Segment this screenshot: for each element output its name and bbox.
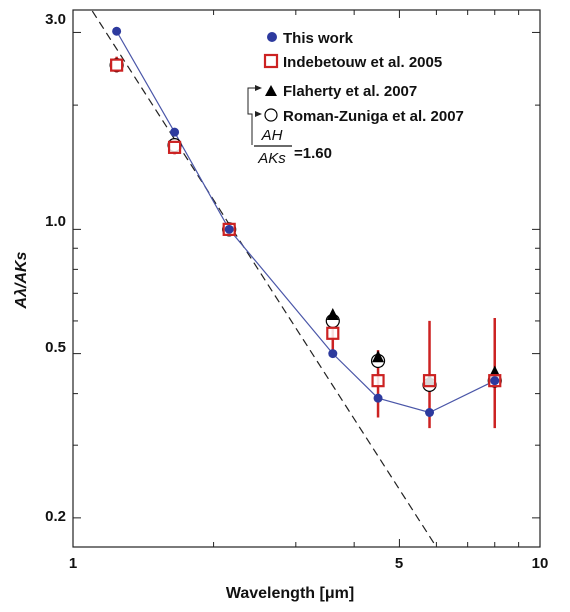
ratio-denominator: AKs [257,150,286,167]
ratio-value: =1.60 [294,145,332,162]
legend-bracket-arrowhead [255,85,262,91]
x-tick-label-10: 10 [532,555,549,572]
ratio-numerator: AH [261,127,283,144]
axis-ticks [72,10,541,547]
this-work-point [373,393,383,403]
legend-label-this-work: This work [283,30,354,47]
x-tick-label-1: 1 [69,555,77,572]
indebetouw-point [371,374,385,388]
data-markers [109,26,502,429]
legend-label-flaherty: Flaherty et al. 2007 [283,83,417,100]
legend-marker-roman-zuniga [264,108,278,122]
flaherty-point [326,308,339,321]
plot-frame [72,9,541,548]
flaherty-point [372,350,385,363]
x-tick-label-5: 5 [395,555,403,572]
legend-marker-indebetouw [263,53,279,69]
legend-label-roman-zuniga: Roman-Zuniga et al. 2007 [283,108,464,125]
legend: This work Indebetouw et al. 2005 Flahert… [247,30,464,167]
y-tick-label-1.0: 1.0 [45,213,66,230]
legend-marker-flaherty [265,85,277,96]
x-axis-title: Wavelength [μm] [226,585,354,602]
legend-bracket [247,87,256,145]
this-work-point [112,26,122,36]
power-law-dashed-curve [91,10,437,548]
indebetouw-point [167,140,182,154]
indebetouw-point [422,374,437,388]
this-work-point [224,224,234,234]
this-work-point [490,376,500,386]
y-tick-label-3.0: 3.0 [45,11,66,28]
y-tick-label-0.5: 0.5 [45,339,66,356]
y-tick-label-0.2: 0.2 [45,508,66,525]
this-work-point [170,127,180,137]
legend-marker-this-work [267,32,277,42]
this-work-point [425,408,435,418]
indebetouw-point [326,326,340,340]
legend-bracket-arrowhead-2 [255,111,262,117]
indebetouw-point [110,58,124,72]
y-axis-title: Aλ/AKs [13,251,30,309]
this-work-point [328,349,338,359]
legend-label-indebetouw: Indebetouw et al. 2005 [283,54,442,71]
